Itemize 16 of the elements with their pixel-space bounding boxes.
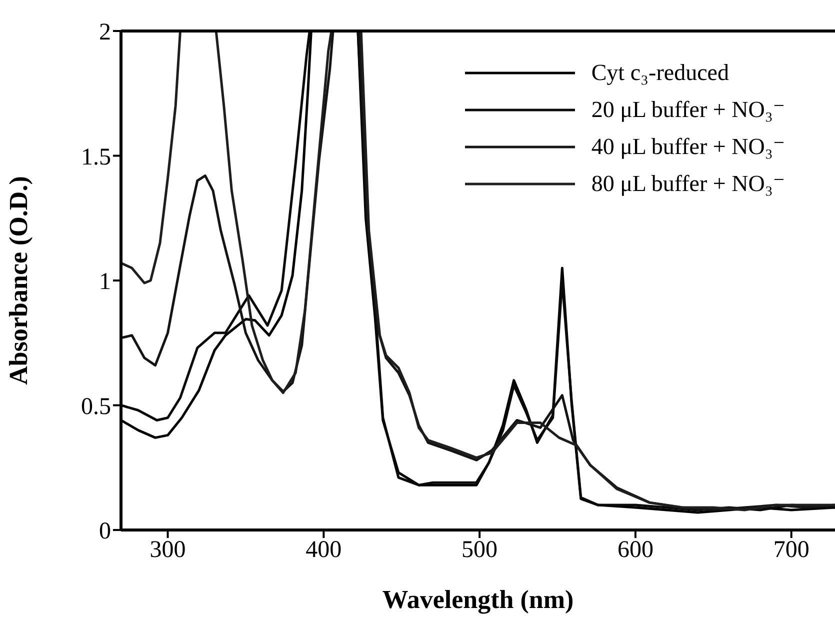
- y-tick-label: 1: [99, 269, 111, 296]
- x-tick-label: 400: [306, 537, 342, 564]
- y-tick-label: 0: [99, 518, 111, 545]
- x-tick-label: 500: [462, 537, 498, 564]
- x-axis-title: Wavelength (nm): [382, 585, 574, 614]
- legend-label: Cyt c₃-reduced: [591, 60, 729, 86]
- legend-label: 20 μL buffer + NO₃⁻: [591, 96, 785, 122]
- y-tick-label: 2: [99, 20, 111, 46]
- y-axis-title: Absorbance (O.D.): [4, 176, 34, 385]
- x-tick-label: 300: [150, 537, 186, 564]
- legend-label: 40 μL buffer + NO₃⁻: [591, 134, 785, 160]
- y-tick-label: 0.5: [81, 394, 111, 420]
- y-tick-label: 1.5: [81, 144, 111, 170]
- legend-label: 80 μL buffer + NO₃⁻: [591, 170, 785, 196]
- x-tick-label: 600: [617, 537, 654, 564]
- x-tick-label: 700: [773, 537, 810, 564]
